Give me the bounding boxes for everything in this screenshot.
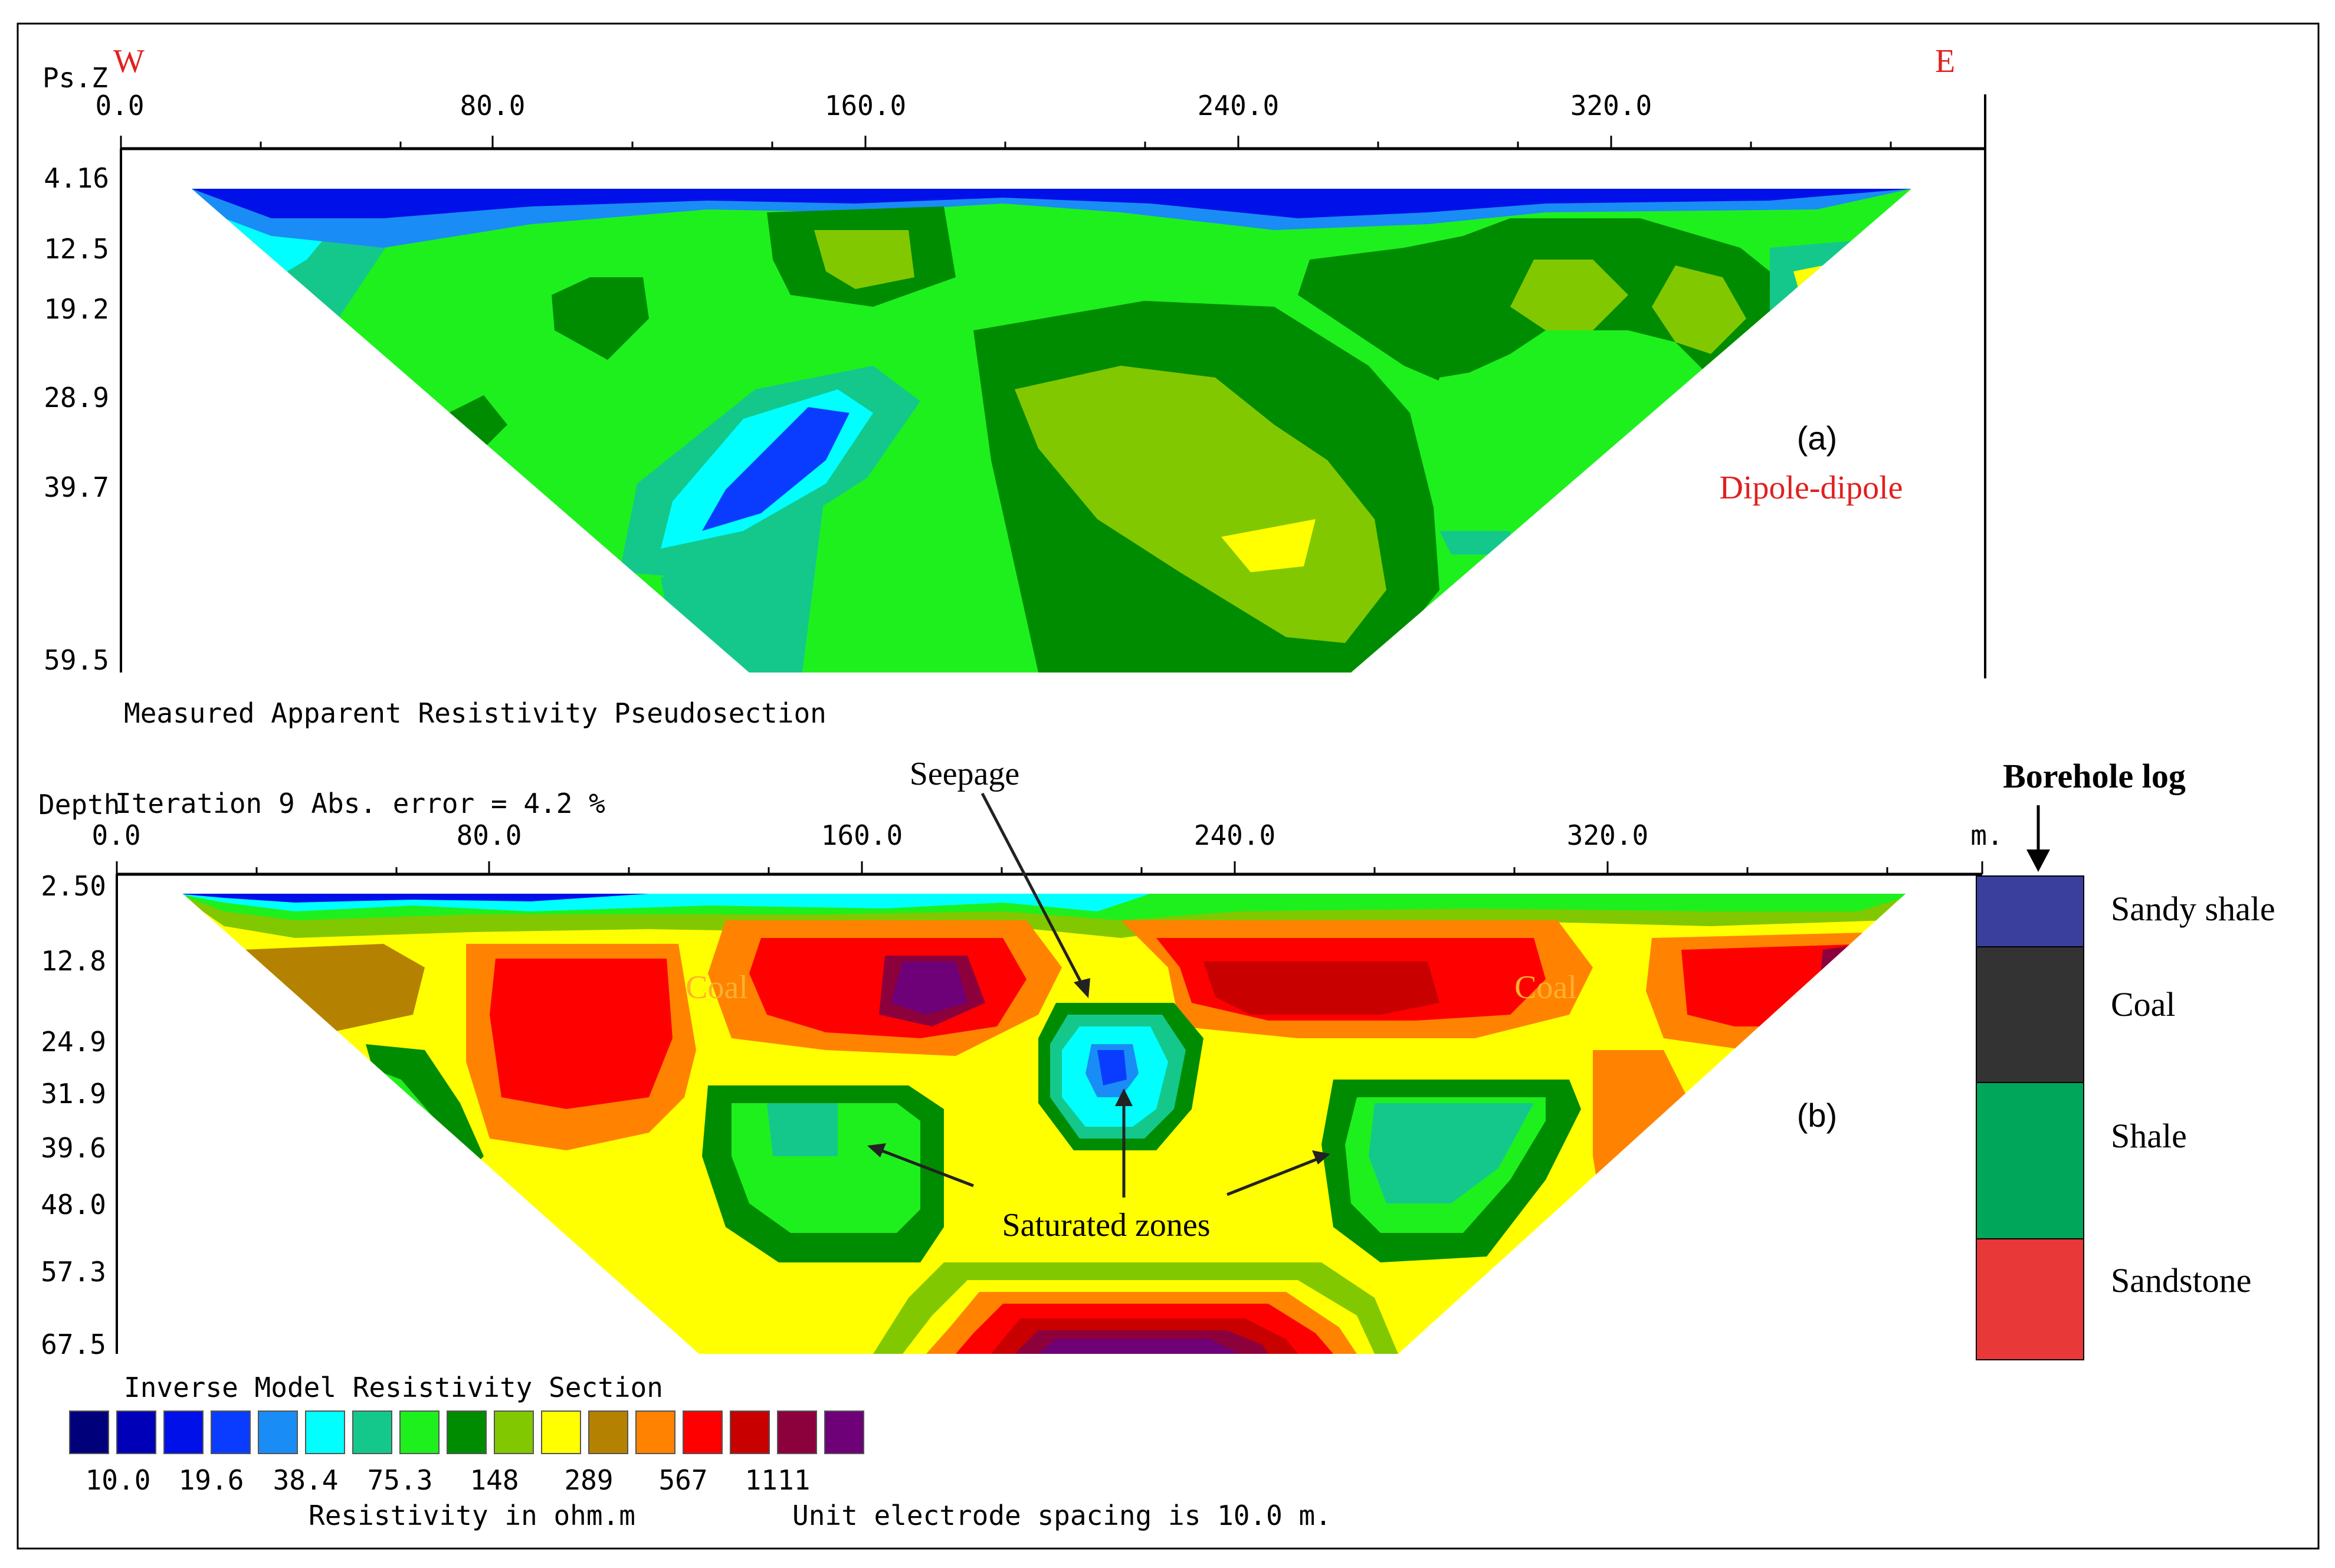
borehole-title: Borehole log — [2003, 757, 2186, 795]
saturated-arrows — [873, 1097, 1325, 1198]
scale-label: 567 — [658, 1464, 707, 1496]
color-scale-swatch — [116, 1410, 156, 1454]
scale-label: 289 — [564, 1464, 613, 1496]
seepage-arrow — [980, 792, 1087, 992]
x-tick-label: 320.0 — [1567, 819, 1648, 851]
borehole-layer-label: Shale — [2111, 1117, 2187, 1155]
borehole-layer-swatch — [1976, 946, 2084, 1083]
depth-label: 48.0 — [41, 1189, 106, 1221]
panel-b-ticks — [116, 861, 1983, 874]
x-tick-label: 0.0 — [95, 90, 144, 122]
depth-label: 57.3 — [41, 1256, 106, 1288]
borehole-arrowhead — [2026, 849, 2050, 872]
color-scale-swatch — [683, 1410, 723, 1454]
saturated-zones-label: Saturated zones — [1002, 1207, 1211, 1244]
panel-a-y-label: Ps.Z — [42, 62, 108, 94]
x-tick-label: 0.0 — [91, 819, 140, 851]
borehole-layer-label: Sandy shale — [2111, 890, 2275, 928]
electrode-spacing-label: Unit electrode spacing is 10.0 m. — [792, 1500, 1332, 1531]
panel-b-depth-labels: 2.50 12.8 24.9 31.9 39.6 48.0 57.3 67.5 — [41, 870, 106, 1360]
pseudosection-map — [192, 189, 1911, 673]
borehole-layer-swatch — [1976, 875, 2084, 947]
color-scale-swatch — [305, 1410, 345, 1454]
scale-label: 38.4 — [273, 1464, 339, 1496]
depth-label: 24.9 — [41, 1026, 106, 1058]
seepage-arrowhead — [1074, 978, 1090, 998]
panel-b: Depth Iteration 9 Abs. error = 4.2 % 0.0… — [38, 756, 2003, 1403]
panel-a-caption: Measured Apparent Resistivity Pseudosect… — [124, 697, 827, 729]
color-scale-swatch — [163, 1410, 204, 1454]
color-scale-swatch — [211, 1410, 251, 1454]
color-scale-swatch — [258, 1410, 298, 1454]
depth-label: 28.9 — [44, 382, 109, 414]
x-unit-label: m. — [1970, 819, 2003, 851]
borehole-layer-label: Sandstone — [2111, 1261, 2251, 1300]
array-label: Dipole-dipole — [1719, 470, 1903, 506]
scale-label: 1111 — [745, 1464, 811, 1496]
panel-a-x-tick-labels: 0.0 80.0 160.0 240.0 320.0 — [95, 90, 1652, 122]
borehole-layer-swatch — [1976, 1238, 2084, 1360]
color-scale-swatch — [777, 1410, 817, 1454]
panel-b-caption: Inverse Model Resistivity Section — [124, 1372, 663, 1403]
panel-a-label: (a) — [1797, 419, 1837, 457]
x-tick-label: 80.0 — [460, 90, 526, 122]
depth-label: 31.9 — [41, 1078, 106, 1110]
x-tick-label: 80.0 — [457, 819, 522, 851]
panel-a: Ps.Z W E 0.0 80.0 160.0 240.0 320.0 4.16… — [42, 43, 1986, 729]
color-scale-swatch — [352, 1410, 392, 1454]
saturated-arrowhead-right — [1312, 1150, 1330, 1164]
color-scale-swatch — [824, 1410, 864, 1454]
depth-label: 4.16 — [44, 162, 109, 194]
x-tick-label: 240.0 — [1194, 819, 1275, 851]
x-tick-label: 320.0 — [1570, 90, 1652, 122]
depth-label: 2.50 — [41, 870, 106, 902]
scale-label: 19.6 — [179, 1464, 244, 1496]
seepage-label: Seepage — [910, 756, 1020, 792]
depth-label: 39.7 — [44, 471, 109, 503]
color-scale-swatch — [399, 1410, 440, 1454]
depth-label: 67.5 — [41, 1328, 106, 1360]
color-scale — [69, 1410, 864, 1454]
panel-b-x-tick-labels: 0.0 80.0 160.0 240.0 320.0 m. — [91, 819, 2003, 851]
scale-label: 148 — [470, 1464, 519, 1496]
borehole-log: Borehole log Sandy shale Coal Shale Sand… — [1976, 757, 2275, 1360]
borehole-layer-swatch — [1976, 1082, 2084, 1239]
color-scale-swatch — [447, 1410, 487, 1454]
color-scale-swatch — [635, 1410, 675, 1454]
east-label: E — [1935, 43, 1955, 80]
color-scale-swatch — [588, 1410, 628, 1454]
color-scale-swatch — [69, 1410, 109, 1454]
inverse-model-map — [183, 894, 1906, 1354]
depth-label: 12.8 — [41, 945, 106, 977]
depth-label: 12.5 — [44, 233, 109, 265]
scale-label: 10.0 — [86, 1464, 151, 1496]
coal-label-right: Coal — [1514, 969, 1577, 1006]
panel-a-depth-labels: 4.16 12.5 19.2 28.9 39.7 59.5 — [44, 162, 109, 676]
color-scale-labels: 10.0 19.6 38.4 75.3 148 289 567 1111 — [86, 1464, 811, 1496]
coal-label-left: Coal — [686, 969, 748, 1006]
color-scale-swatch — [494, 1410, 534, 1454]
depth-label: 19.2 — [44, 293, 109, 325]
west-label: W — [113, 43, 145, 80]
panel-b-label: (b) — [1797, 1097, 1837, 1134]
borehole-layer-label: Coal — [2111, 985, 2176, 1024]
x-tick-label: 240.0 — [1198, 90, 1279, 122]
panel-a-ticks — [120, 136, 1892, 149]
color-scale-swatch — [541, 1410, 581, 1454]
depth-label: 39.6 — [41, 1132, 106, 1164]
saturated-arrowhead-left — [867, 1143, 886, 1157]
color-scale-swatch — [730, 1410, 770, 1454]
panel-b-y-label: Depth — [38, 789, 120, 821]
x-tick-label: 160.0 — [821, 819, 903, 851]
resistivity-unit-label: Resistivity in ohm.m — [309, 1500, 635, 1531]
x-tick-label: 160.0 — [825, 90, 906, 122]
saturated-arrowhead-center — [1115, 1088, 1133, 1106]
depth-label: 59.5 — [44, 644, 109, 676]
scale-label: 75.3 — [368, 1464, 433, 1496]
figure-frame — [17, 22, 2320, 1550]
iteration-label: Iteration 9 Abs. error = 4.2 % — [115, 788, 605, 819]
